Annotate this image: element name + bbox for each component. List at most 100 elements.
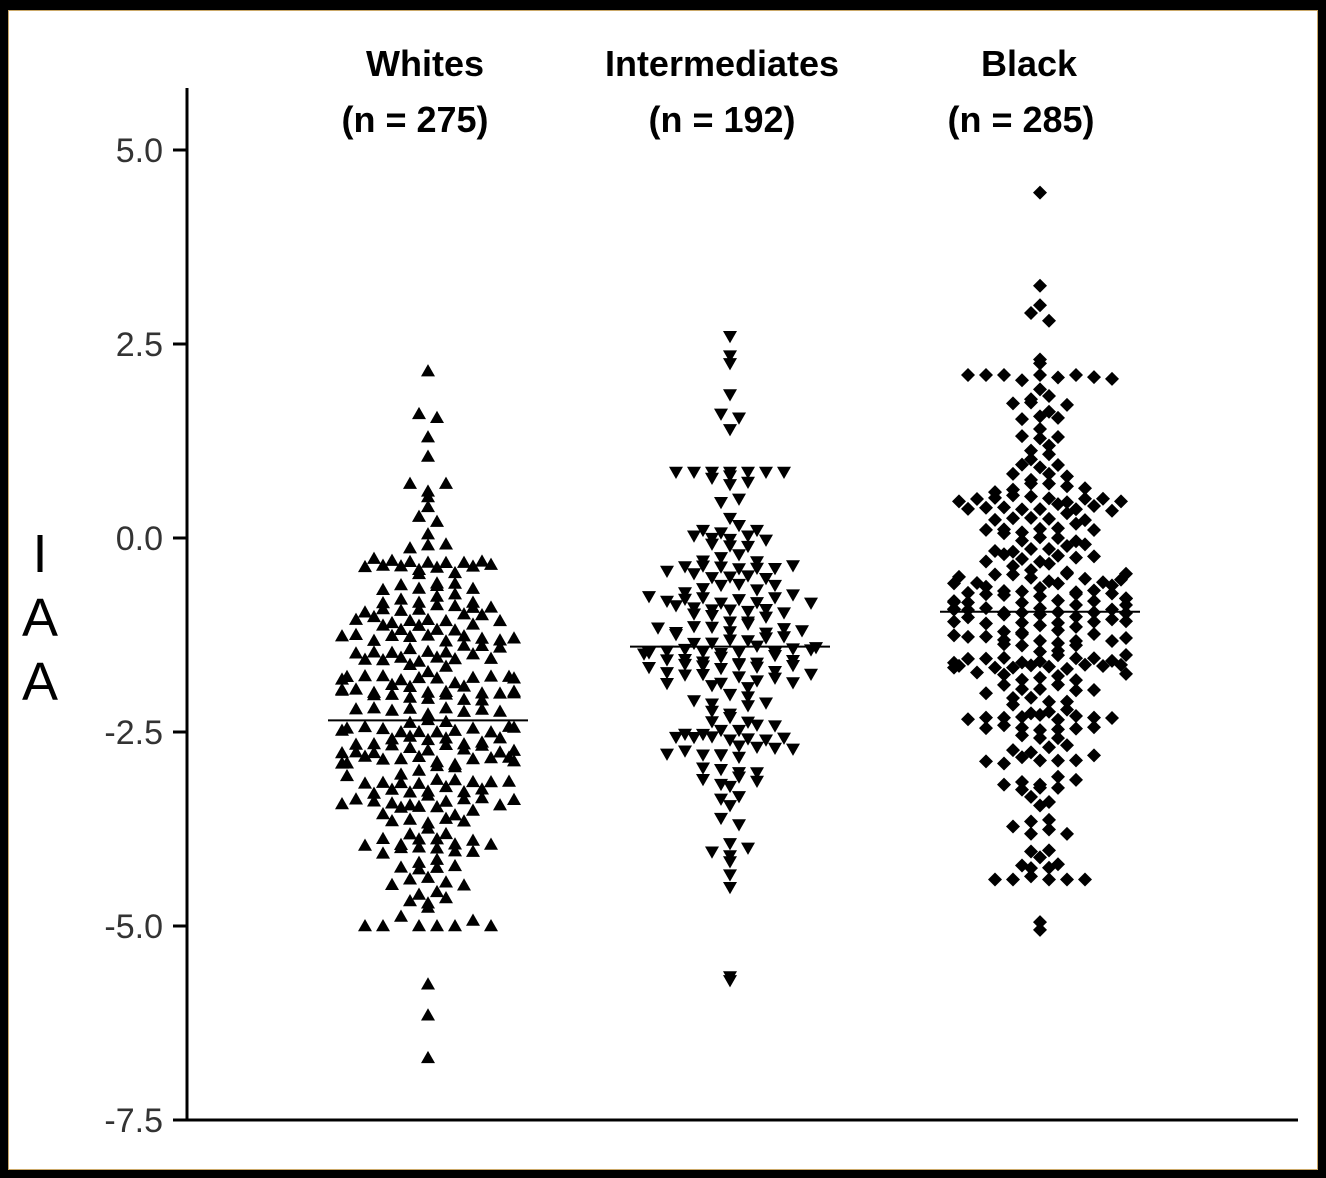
data-point [1078,657,1092,672]
data-point [979,710,993,725]
data-point [349,792,363,805]
data-point [340,721,354,734]
data-point [1042,812,1056,827]
data-point [1042,466,1056,481]
data-point [439,634,453,647]
data-point [1051,731,1065,746]
data-point [358,605,372,618]
data-point [340,756,354,769]
data-point [349,627,363,640]
data-point [1042,404,1056,419]
data-point [741,618,755,631]
data-point [732,791,746,804]
data-point [466,617,480,630]
data-point [732,724,746,738]
data-point [696,583,710,596]
data-point [1015,525,1029,540]
y-tick-label: 5.0 [116,132,163,170]
data-point [403,657,417,671]
data-point [723,734,737,747]
data-point [997,710,1011,725]
data-point [349,646,363,659]
data-point [1033,731,1047,746]
data-point [1060,539,1074,554]
data-point [484,751,498,764]
data-point [678,587,692,600]
data-point [1087,627,1101,642]
data-point [421,685,435,698]
data-point [723,389,737,402]
data-point [421,499,435,513]
data-point [696,592,710,605]
data-point [1006,743,1020,758]
data-point [1024,563,1038,578]
data-point [741,700,755,713]
data-point [394,909,408,922]
data-point [732,740,746,753]
data-point [1033,589,1047,604]
data-point [714,651,728,665]
data-point [696,669,710,682]
data-point [385,677,399,691]
data-point [1069,673,1083,688]
data-point [669,600,683,613]
y-ticks: 5.0 2.5 0.0 -2.5 -5.0 -7.5 [104,132,187,1140]
data-point [1024,826,1038,841]
ylabel-char-3: A [22,652,58,712]
data-point [1033,278,1047,293]
data-point [403,715,417,728]
data-point [394,800,408,813]
data-point [1024,510,1038,525]
data-point [1051,857,1065,872]
data-point [1087,523,1101,538]
data-point [1033,580,1047,595]
data-point [997,587,1011,602]
data-point [1024,570,1038,585]
data-point [1015,720,1029,735]
data-point [1015,533,1029,548]
data-point [430,410,444,423]
data-point [466,913,480,926]
data-point [367,551,381,564]
data-point [750,775,764,788]
data-point [507,671,521,684]
data-point [430,514,444,527]
data-point [1051,615,1065,630]
data-point [430,650,444,663]
data-point [475,638,489,651]
data-point [448,623,462,636]
data-point [1006,559,1020,574]
data-point [1024,305,1038,320]
data-point [777,466,791,480]
data-point [696,524,710,538]
data-point [1033,185,1047,200]
data-point [759,466,773,480]
data-point [1078,491,1092,506]
data-point [759,627,773,640]
data-point [394,673,408,686]
data-point [723,616,737,629]
data-point [421,977,435,990]
data-point [1024,690,1038,705]
data-point [367,745,381,759]
data-point [367,645,381,658]
data-point [358,652,372,665]
data-point [979,616,993,631]
data-point [1087,651,1101,666]
data-point [750,584,764,597]
data-point [1033,521,1047,536]
data-point [1119,614,1133,629]
data-point [705,705,719,719]
data-point [502,774,516,787]
data-point [723,330,737,344]
data-point [457,814,471,827]
data-point [403,690,417,703]
data-point [430,852,444,865]
data-point [651,622,665,635]
data-point [979,587,993,602]
data-point [475,608,489,621]
data-point [466,559,480,572]
data-point [412,862,426,875]
data-point [759,697,773,710]
data-point [660,645,674,659]
